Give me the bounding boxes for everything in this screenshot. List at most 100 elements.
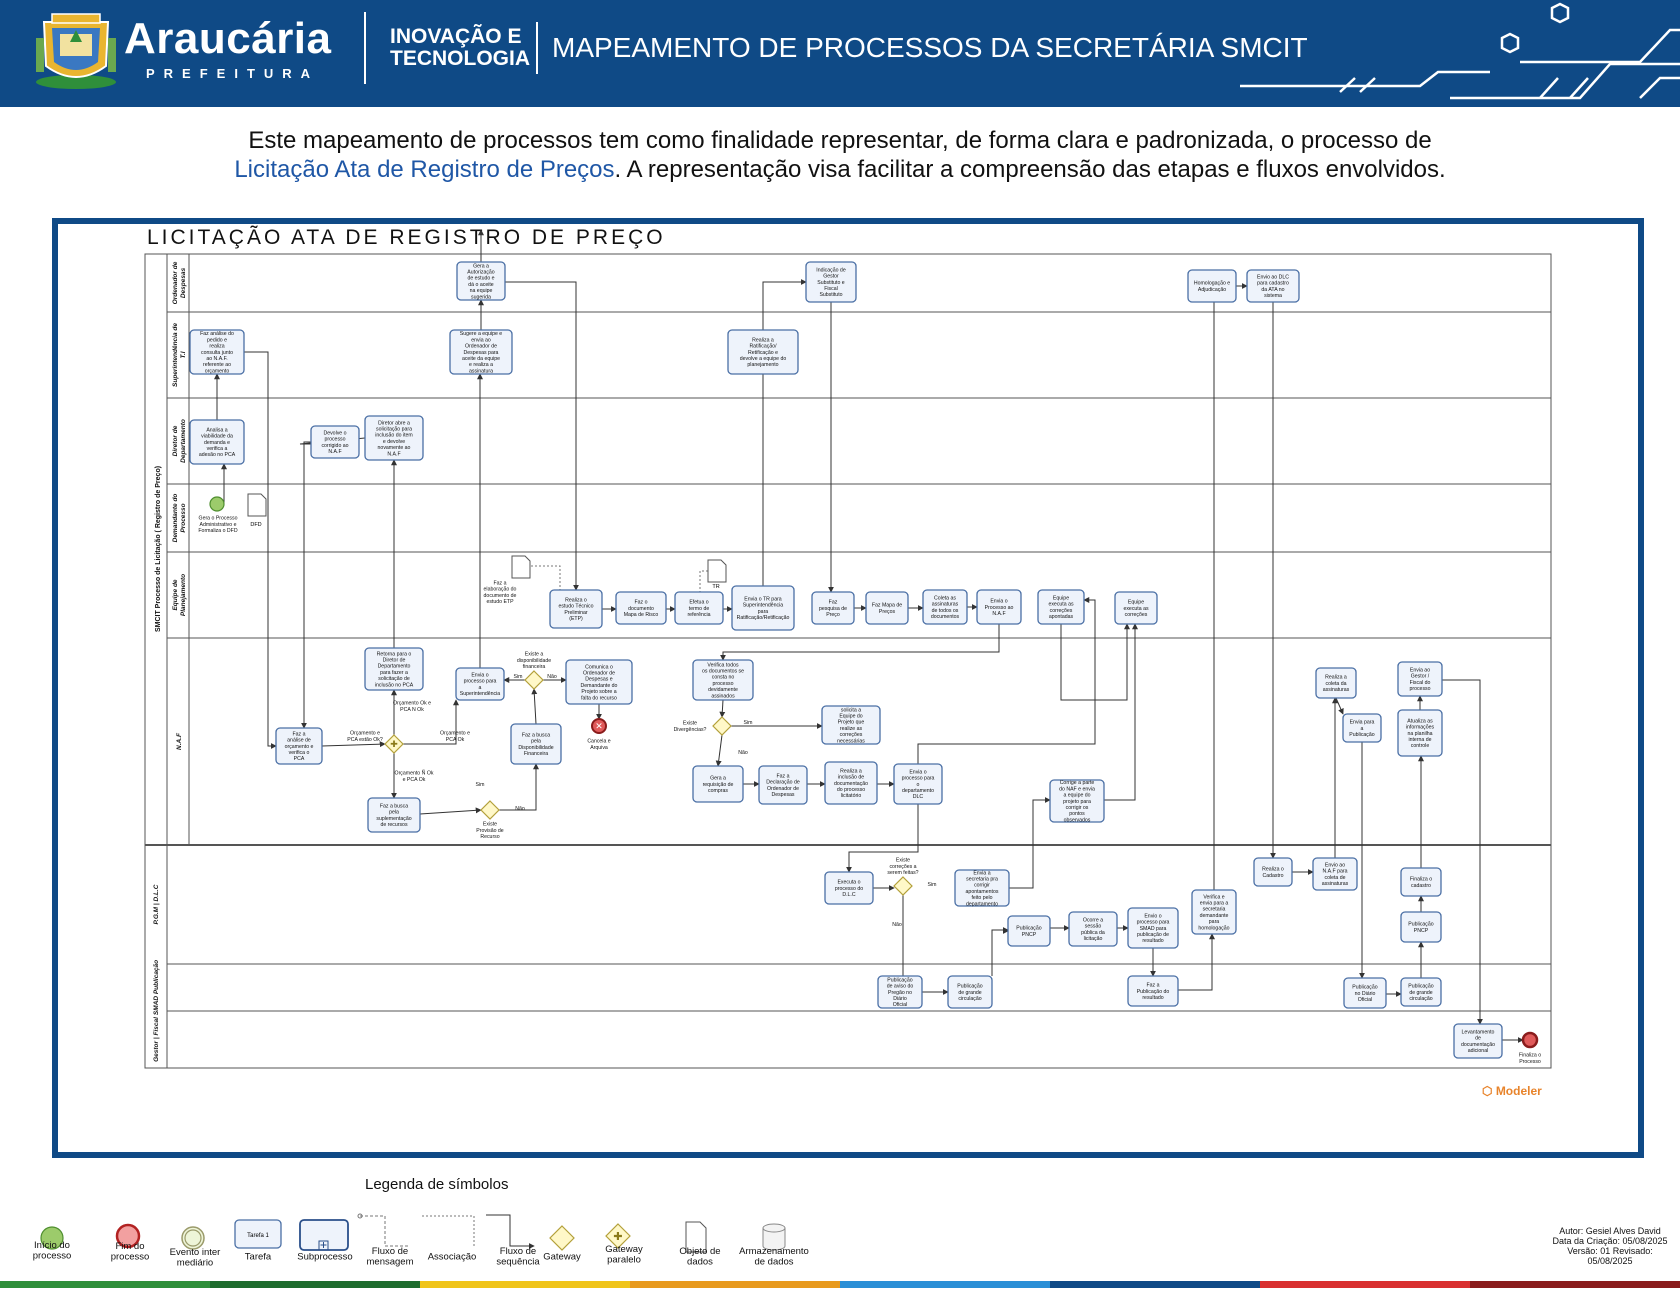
- finish-registration-task[interactable]: Finaliza o cadastro: [1400, 867, 1442, 897]
- return-to-director-task[interactable]: Retorna para o Diretor de Departamento para…: [364, 647, 424, 691]
- task-label: Verifica todos os documentos se consta no p…: [702, 662, 744, 699]
- tr-data-object[interactable]: TR: [707, 559, 727, 590]
- return-corrected-task[interactable]: Devolve o processo corrigido ao N.A.F: [310, 425, 360, 459]
- send-to-publication-task[interactable]: Envia para a Publicação: [1342, 713, 1382, 743]
- divergence-gateway[interactable]: Existe Divergências?: [674, 716, 732, 736]
- start-event[interactable]: Gera o Processo Administrativo e Formaliza…: [198, 496, 238, 534]
- team-corrections-task[interactable]: Equipe executa as correções apontadas: [1037, 589, 1085, 625]
- send-to-dlc-task[interactable]: Envia o processo para o departamento DLC: [893, 763, 943, 805]
- task-label: Levantamento de documentação adicional: [1461, 1030, 1495, 1055]
- modeler-brand-label: Modeler: [1495, 1084, 1542, 1098]
- send-tr-task[interactable]: Envia o TR para Superintendência para Ratif…: [731, 585, 795, 631]
- lane-label: Gestor | Fiscal: [153, 1017, 160, 1062]
- wide-circulation-task[interactable]: Publicação de grande circulação: [1400, 977, 1442, 1007]
- task-label: Publicação PNCP: [1016, 926, 1041, 938]
- dlc-send-task[interactable]: Envio ao DLC para cadastro da ATA no sistem…: [1246, 269, 1300, 303]
- send-to-superintendence-task[interactable]: Envia o processo para a Superintendência: [455, 667, 505, 701]
- flow-label: Não: [738, 750, 748, 756]
- official-diary-task[interactable]: Publicação no Diário Oficial: [1343, 977, 1387, 1009]
- task-label: Envia a secretaria pra corrigir apontamento…: [966, 870, 999, 907]
- data-object-label: Faz a elaboração do documento de estudo ETP: [484, 581, 517, 606]
- collect-signatures-task[interactable]: Coleta as assinaturas de todos os documento…: [922, 589, 968, 625]
- authorization-task[interactable]: Gera a Autorização de estudo e dá o aceite n…: [456, 261, 506, 301]
- dfd-data-object[interactable]: DFD: [247, 493, 267, 528]
- team-suggestion-task[interactable]: Sugere a equipe e envia ao Ordenador de Des…: [449, 329, 513, 375]
- sequence-flow: [1060, 623, 1130, 701]
- etp-task[interactable]: Realiza o estudo Técnico Preliminar (ETP): [549, 589, 603, 629]
- data-object-label: DFD: [250, 522, 261, 528]
- intro-line2-rest: . A representação visa facilitar a compr…: [614, 156, 1446, 183]
- legend-label: Gateway paralelo: [605, 1244, 643, 1266]
- supplementation-task[interactable]: Faz a busca pela suplementação de recursos: [367, 797, 421, 833]
- task-label: Envia o processo para o departamento DLC: [902, 769, 935, 800]
- register-task[interactable]: Realiza o Cadastro: [1253, 857, 1293, 887]
- budget-pca-gateway[interactable]: ✚ Orçamento e PCA estão Ok?: [347, 731, 404, 754]
- send-to-naf-task[interactable]: Envia o Processo ao N.A.F: [976, 589, 1022, 625]
- reference-term-task[interactable]: Efetua o termo de referência: [674, 591, 724, 625]
- additional-docs-task[interactable]: Levantamento de documentação adicional: [1453, 1023, 1503, 1059]
- gateway-label: Existe Divergências?: [674, 721, 707, 733]
- verify-documents-task[interactable]: Verifica todos os documentos se consta no p…: [692, 659, 754, 701]
- cancel-event-label: Cancela e Arquiva: [587, 739, 610, 751]
- sequence-flow: [419, 807, 482, 815]
- header-banner: Araucária PREFEITURA INOVAÇÃO E TECNOLOG…: [0, 0, 1680, 107]
- sequence-flow: [991, 927, 1009, 976]
- documentation-inclusion-task[interactable]: Realiza a inclusão de documentação do proce…: [824, 761, 878, 805]
- homologation-task[interactable]: Homologação e Adjudicação: [1187, 269, 1237, 303]
- etp-data-object[interactable]: Faz a elaboração do documento de estudo ETP: [484, 555, 531, 606]
- financial-availability-gateway[interactable]: Existe a disponibilidade financeira: [517, 652, 551, 690]
- purchase-requisition-task[interactable]: Gera a requisição de compras: [692, 765, 744, 803]
- task-label: Realiza o estudo Técnico Preliminar (ETP): [558, 598, 593, 623]
- task-label: Gera a Autorização de estudo e dá o aceite n…: [467, 263, 495, 300]
- task-label: Atualiza as informações na planilha interna…: [1406, 718, 1435, 749]
- sequence-flow: [1442, 679, 1483, 1025]
- legend-gateway-icon: [549, 1225, 575, 1251]
- collect-signatures-task[interactable]: Realiza a coleta da assinaturas: [1315, 667, 1357, 699]
- risk-map-task[interactable]: Faz o documento Mapa de Risco: [615, 591, 667, 625]
- task-label: Faz a Declaração de Ordenador de Despesas: [766, 774, 800, 799]
- task-label: Envio ao N.A.F para coleta de assinaturas: [1322, 863, 1349, 888]
- legend-label: Evento inter mediário: [170, 1247, 221, 1269]
- request-corrections-task[interactable]: solicita a Equipe do Projeto que realize as…: [821, 705, 881, 745]
- financial-search-task[interactable]: Faz a busca pela Disponibilidade Financeira: [510, 723, 562, 765]
- communicate-lack-task[interactable]: Comunica o Ordenador de Despesas e Demandan…: [565, 659, 633, 705]
- task-label: Realiza a coleta da assinaturas: [1323, 675, 1350, 693]
- public-session-task[interactable]: Ocorre a sessão pública da licitação: [1068, 911, 1118, 947]
- send-naf-signatures-task[interactable]: Envio ao N.A.F para coleta de assinaturas: [1312, 857, 1358, 891]
- declaration-task[interactable]: Faz a Declaração de Ordenador de Despesas: [758, 765, 808, 805]
- pool-smcit: [144, 253, 1552, 846]
- inclusion-request-task[interactable]: Diretor abre a solicitação para inclusão d…: [364, 415, 424, 461]
- lane-label: Diretor deDepartamento: [172, 419, 187, 463]
- budget-analysis-task[interactable]: Faz a análise de orçamento e verifica o PCA: [275, 727, 323, 765]
- official-diary-notice-task[interactable]: Publicação de aviso do Pregão no Diário Ofic…: [877, 975, 923, 1009]
- send-to-manager-task[interactable]: Envia ao Gestor / Fiscal do processo: [1397, 661, 1443, 697]
- verify-homologation-task[interactable]: Verifica e envia para a secretaria demandan…: [1191, 889, 1237, 935]
- team-corrections-task[interactable]: Equipe executa as correções: [1114, 591, 1158, 625]
- ratification-task[interactable]: Realiza a Ratificação/Retificação e devolv…: [727, 329, 799, 375]
- process-name-highlight: Licitação Ata de Registro de Preços: [234, 156, 615, 183]
- task-label: Envia ao Gestor / Fiscal do processo: [1409, 668, 1430, 693]
- execute-dlc-task[interactable]: Executa o processo do D.L.C: [824, 871, 874, 905]
- cancel-end-event[interactable]: ✕ Cancela e Arquiva: [587, 718, 611, 751]
- task-label: Analisa a viabilidade da demanda e verifica…: [199, 427, 236, 458]
- send-to-smad-task[interactable]: Envio o processo para SMAD para publicação …: [1127, 907, 1179, 949]
- legend-task-icon: Tarefa 1: [234, 1219, 282, 1249]
- sequence-flow: [715, 734, 723, 767]
- task-label: Diretor abre a solicitação para inclusão d…: [375, 420, 413, 457]
- result-publication-task[interactable]: Faz a Publicação do resultado: [1127, 975, 1179, 1007]
- pncp-publication-task[interactable]: Publicação PNCP: [1007, 915, 1051, 947]
- price-map-task[interactable]: Faz Mapa de Preços: [865, 591, 909, 625]
- update-spreadsheet-task[interactable]: Atualiza as informações na planilha interna…: [1397, 709, 1443, 757]
- substitute-indication-task[interactable]: Indicação de Gestor Substituto e Fiscal Subs…: [805, 261, 857, 303]
- naf-correction-task[interactable]: Corrige a parte do NAF e envia a equipe do…: [1049, 779, 1105, 823]
- end-event[interactable]: Finaliza o Processo: [1519, 1031, 1541, 1065]
- price-research-task[interactable]: Faz pesquisa de Preço: [811, 591, 855, 625]
- provision-gateway[interactable]: Existe Provisão de Recurso: [476, 800, 504, 840]
- flow-label: Sim: [744, 720, 753, 726]
- pncp-publication-task[interactable]: Publicação PNCP: [1400, 911, 1442, 943]
- send-corrections-task[interactable]: Envia a secretaria pra corrigir apontamento…: [954, 869, 1010, 907]
- request-analysis-task[interactable]: Faz análise do pedido e realiza consulta ju…: [189, 329, 245, 375]
- wide-circulation-task[interactable]: Publicação de grande circulação: [947, 975, 993, 1009]
- viability-analysis-task[interactable]: Analisa a viabilidade da demanda e verifica…: [189, 419, 245, 465]
- corrections-gateway[interactable]: Existe correções a serem feitas?: [887, 858, 919, 896]
